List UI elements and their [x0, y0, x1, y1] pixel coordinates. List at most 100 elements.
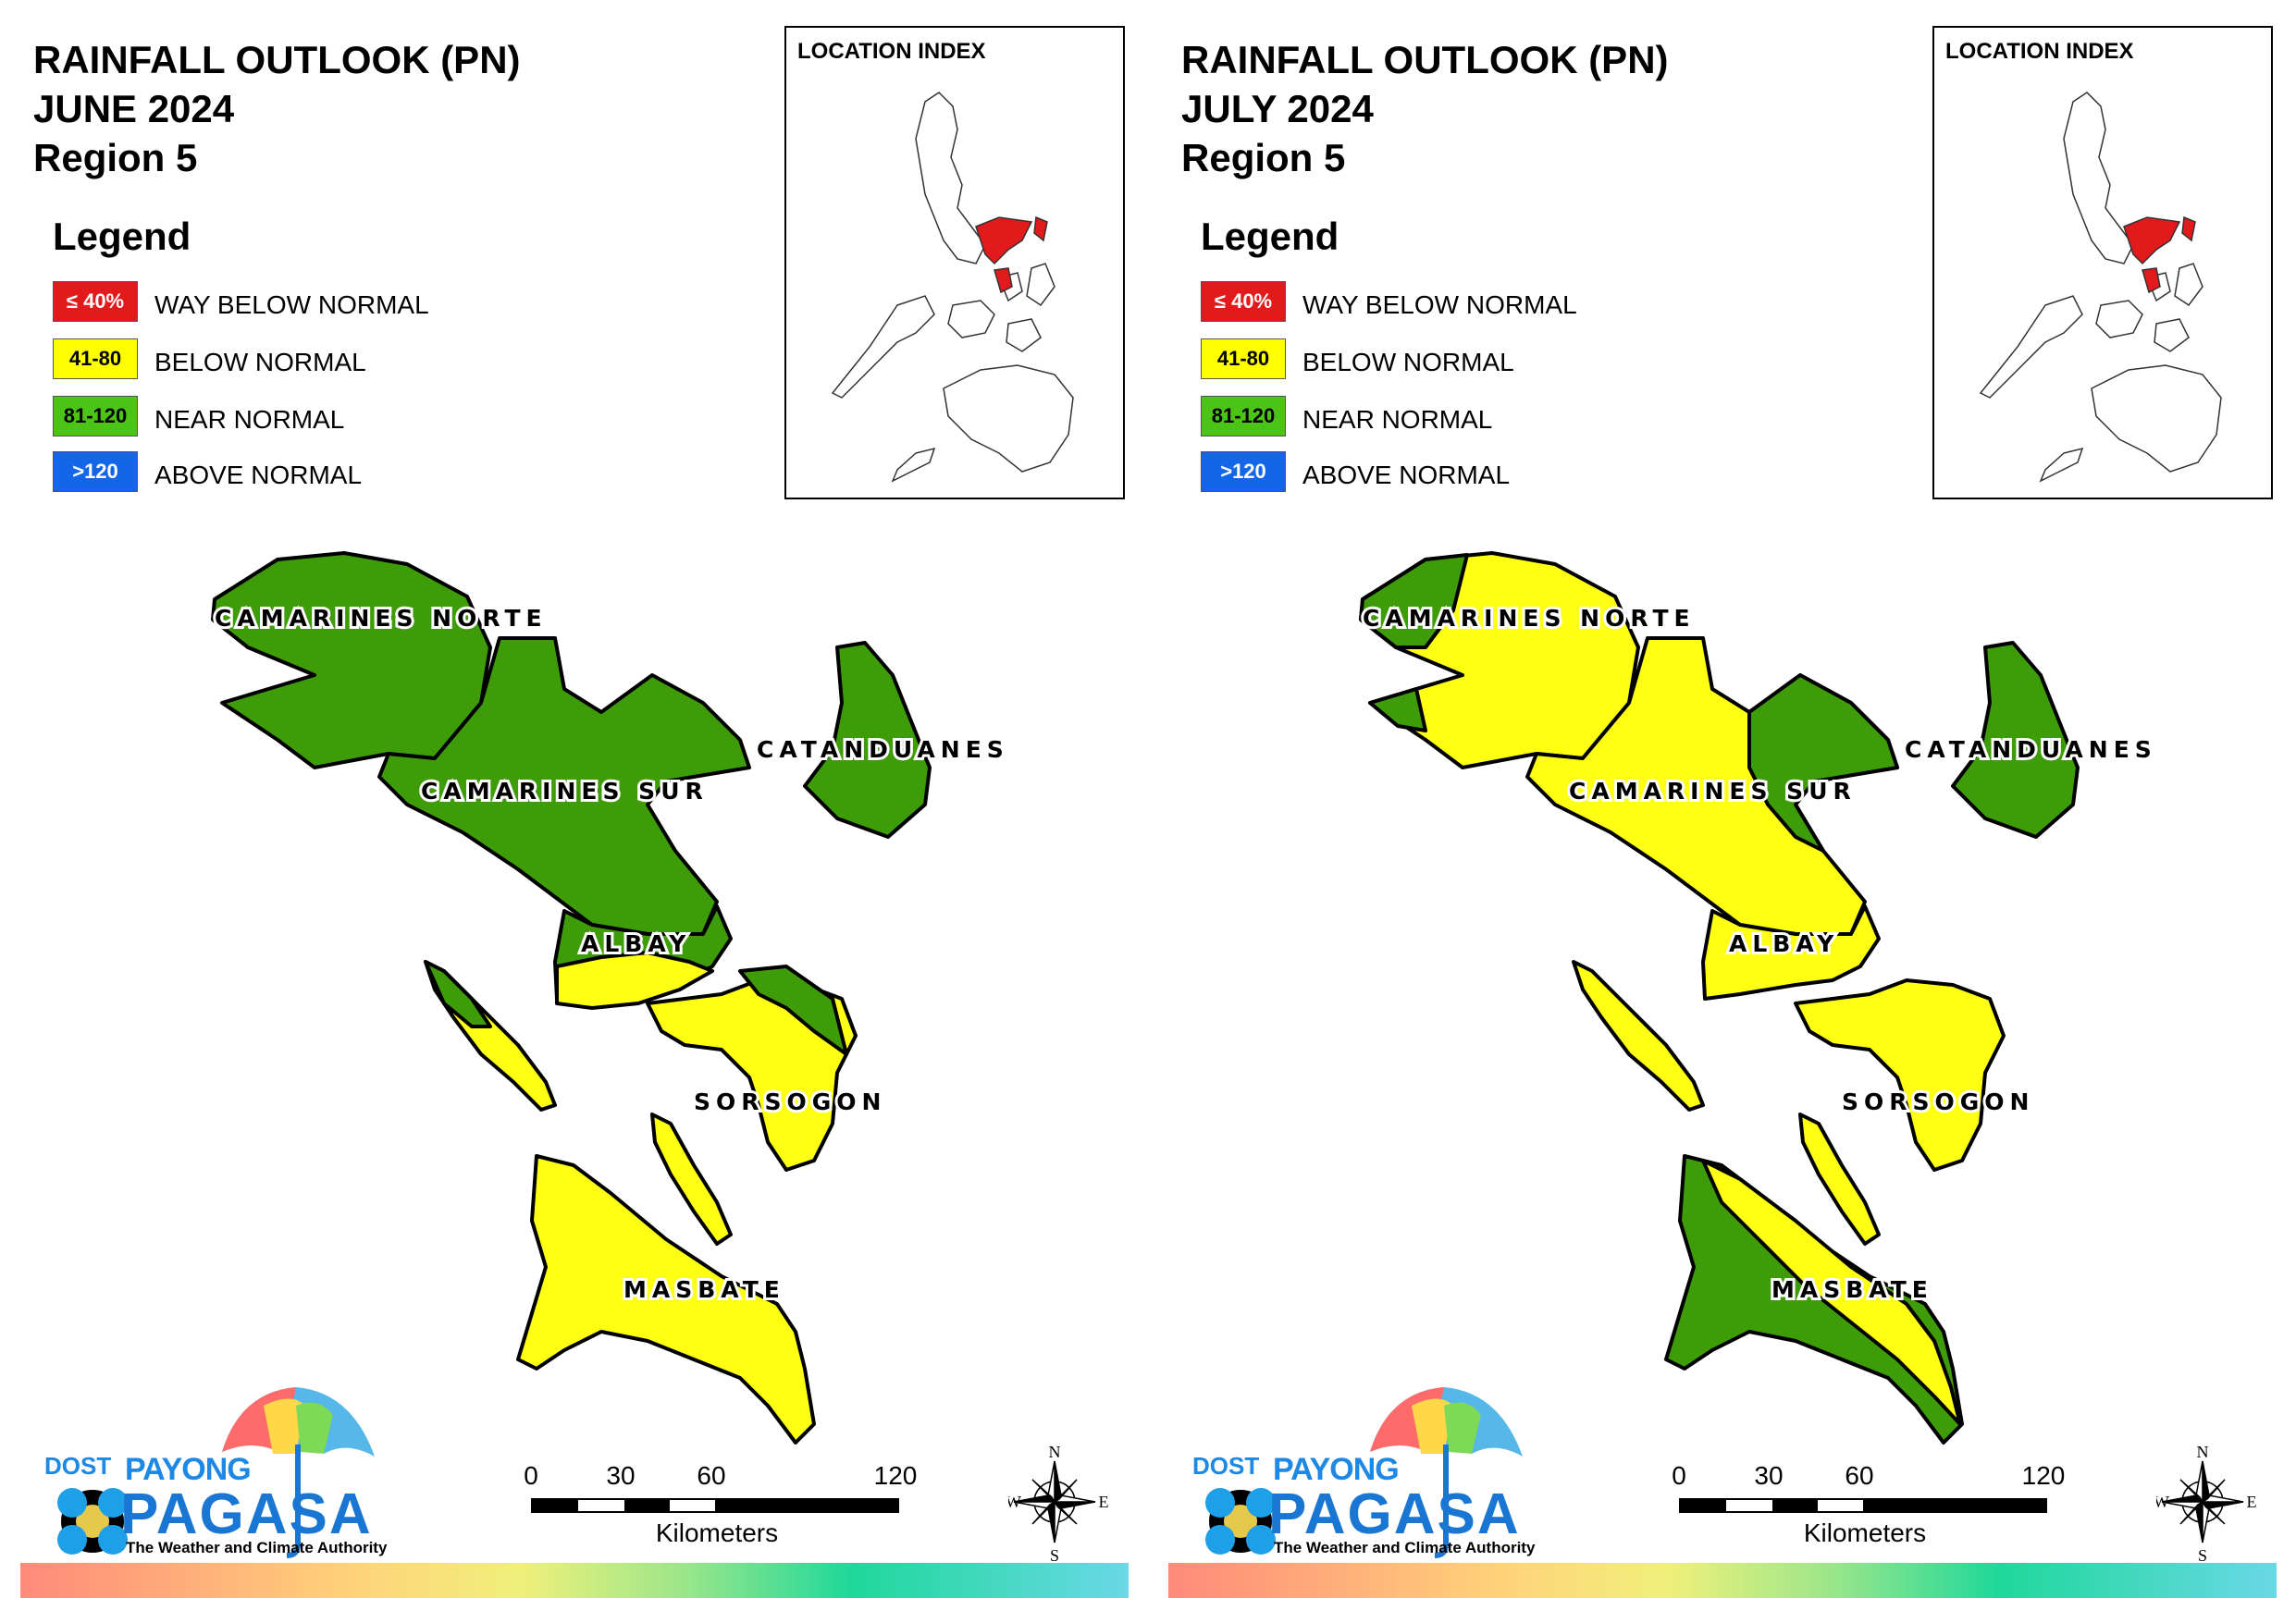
- legend-label: ABOVE NORMAL: [1302, 461, 1511, 489]
- label-masbate: MASBATE: [1771, 1276, 1933, 1303]
- logo-tagline: The Weather and Climate Authority: [1274, 1539, 1536, 1556]
- payong-pagasa-logo: DOST PAYONG PAGASA The Weather and Clima…: [1176, 1387, 1546, 1563]
- legend-swatch: >120: [1201, 451, 1286, 492]
- region5-map: CAMARINES NORTE CAMARINES SUR CATANDUANE…: [211, 551, 1009, 1445]
- scale-unit: Kilometers: [1803, 1518, 1927, 1547]
- legend-swatch: >120: [53, 451, 138, 492]
- legend-title: Legend: [1201, 215, 1339, 258]
- legend-label: BELOW NORMAL: [154, 348, 366, 376]
- legend-swatch: 81-120: [53, 396, 138, 436]
- label-camarines-norte: CAMARINES NORTE: [215, 605, 548, 632]
- island-burias-tip: [424, 960, 492, 1028]
- label-sorsogon: SORSOGON: [694, 1088, 886, 1115]
- location-index-title: LOCATION INDEX: [1945, 39, 2134, 64]
- scale-tick: 120: [2021, 1461, 2066, 1490]
- logo-dost: DOST: [1192, 1452, 1260, 1480]
- legend-swatch: 81-120: [1201, 396, 1286, 436]
- label-sorsogon: SORSOGON: [1842, 1088, 2034, 1115]
- logo-payong: PAYONG: [125, 1452, 252, 1487]
- scale-bar-segments: [531, 1498, 899, 1513]
- label-catanduanes: CATANDUANES: [757, 736, 1009, 763]
- logo-pagasa: PAGASA: [1268, 1482, 1521, 1546]
- legend-label: WAY BELOW NORMAL: [1302, 290, 1577, 319]
- province-sorsogon: [1794, 978, 2006, 1172]
- title-line-1: RAINFALL OUTLOOK (PN): [1181, 38, 1669, 81]
- compass-s: S: [1050, 1546, 1059, 1563]
- umbrella-logo-icon: [1205, 1387, 1523, 1558]
- compass-e: E: [2247, 1493, 2257, 1511]
- compass-rose-icon: N S E W: [1008, 1443, 1109, 1563]
- logo-pagasa: PAGASA: [120, 1482, 373, 1546]
- island-ticao: [650, 1113, 733, 1246]
- gradient-bar: [1168, 1563, 2277, 1598]
- scale-tick: 0: [1672, 1461, 1686, 1490]
- scale-bar: 0 30 60 120 Kilometers: [524, 1461, 918, 1547]
- label-camarines-sur: CAMARINES SUR: [1569, 778, 1857, 805]
- province-catanduanes: [803, 641, 932, 839]
- title-line-3: Region 5: [1181, 136, 1346, 179]
- payong-pagasa-logo: DOST PAYONG PAGASA The Weather and Clima…: [28, 1387, 398, 1563]
- scale-unit: Kilometers: [655, 1518, 779, 1547]
- scale-tick: 30: [1754, 1461, 1784, 1490]
- compass-rose-icon: N S E W: [2156, 1443, 2257, 1563]
- label-albay: ALBAY: [1729, 930, 1839, 957]
- title-line-2: JUNE 2024: [33, 87, 235, 130]
- compass-n: N: [2197, 1443, 2209, 1461]
- label-catanduanes: CATANDUANES: [1905, 736, 2157, 763]
- camarines-norte-near-patch: [1359, 553, 1469, 649]
- masbate-below-band: [1701, 1159, 1962, 1426]
- island-ticao: [1798, 1113, 1881, 1246]
- camarines-norte-near-patch-2: [1368, 687, 1427, 732]
- island-burias: [1572, 960, 1705, 1112]
- location-index-map: LOCATION INDEX: [1932, 26, 2273, 499]
- outlook-panel-july: RAINFALL OUTLOOK (PN) JULY 2024 Region 5…: [1148, 0, 2296, 1623]
- scale-bar: 0 30 60 120 Kilometers: [1672, 1461, 2066, 1547]
- map-title: RAINFALL OUTLOOK (PN) JUNE 2024 Region 5: [33, 35, 521, 182]
- compass-s: S: [2198, 1546, 2207, 1563]
- province-masbate: [516, 1154, 816, 1445]
- legend-label: WAY BELOW NORMAL: [154, 290, 429, 319]
- legend-swatch: ≤ 40%: [53, 281, 138, 322]
- scale-tick: 120: [873, 1461, 918, 1490]
- label-masbate: MASBATE: [623, 1276, 785, 1303]
- scale-tick: 60: [697, 1461, 726, 1490]
- umbrella-logo-icon: [57, 1387, 375, 1558]
- province-camarines-sur: [377, 636, 751, 936]
- legend-label: ABOVE NORMAL: [154, 461, 363, 489]
- logo-tagline: The Weather and Climate Authority: [126, 1539, 388, 1556]
- title-line-2: JULY 2024: [1181, 87, 1374, 130]
- scale-tick: 30: [606, 1461, 636, 1490]
- label-albay: ALBAY: [581, 930, 691, 957]
- province-catanduanes: [1951, 641, 2080, 839]
- legend-swatch: ≤ 40%: [1201, 281, 1286, 322]
- region5-map: CAMARINES NORTE CAMARINES SUR CATANDUANE…: [1359, 551, 2157, 1445]
- location-index-title: LOCATION INDEX: [797, 39, 986, 64]
- sorsogon-near-patch: [738, 965, 848, 1056]
- philippines-outline-icon: [831, 92, 1074, 483]
- legend-label: NEAR NORMAL: [1302, 405, 1493, 434]
- legend-swatch: 41-80: [1201, 338, 1286, 379]
- outlook-panel-june: RAINFALL OUTLOOK (PN) JUNE 2024 Region 5…: [20, 26, 1129, 1598]
- philippines-outline-icon: [1979, 92, 2222, 483]
- map-title: RAINFALL OUTLOOK (PN) JULY 2024 Region 5: [1181, 35, 1669, 182]
- title-line-1: RAINFALL OUTLOOK (PN): [33, 38, 521, 81]
- label-camarines-sur: CAMARINES SUR: [421, 778, 709, 805]
- scale-tick: 60: [1845, 1461, 1874, 1490]
- label-camarines-norte: CAMARINES NORTE: [1363, 605, 1696, 632]
- scale-tick: 0: [524, 1461, 538, 1490]
- compass-n: N: [1049, 1443, 1061, 1461]
- scale-bar-segments: [1679, 1498, 2047, 1513]
- compass-e: E: [1099, 1493, 1109, 1511]
- location-index-map: LOCATION INDEX: [784, 26, 1125, 499]
- albay-below-band: [555, 951, 714, 1010]
- province-camarines-norte: [211, 551, 492, 769]
- legend-swatch: 41-80: [53, 338, 138, 379]
- camarines-sur-near-patch: [1747, 673, 1899, 853]
- logo-payong: PAYONG: [1273, 1452, 1400, 1487]
- legend-label: BELOW NORMAL: [1302, 348, 1514, 376]
- logo-dost: DOST: [44, 1452, 112, 1480]
- title-line-3: Region 5: [33, 136, 198, 179]
- province-albay: [1701, 904, 1881, 1001]
- gradient-bar: [20, 1563, 1129, 1598]
- legend-label: NEAR NORMAL: [154, 405, 345, 434]
